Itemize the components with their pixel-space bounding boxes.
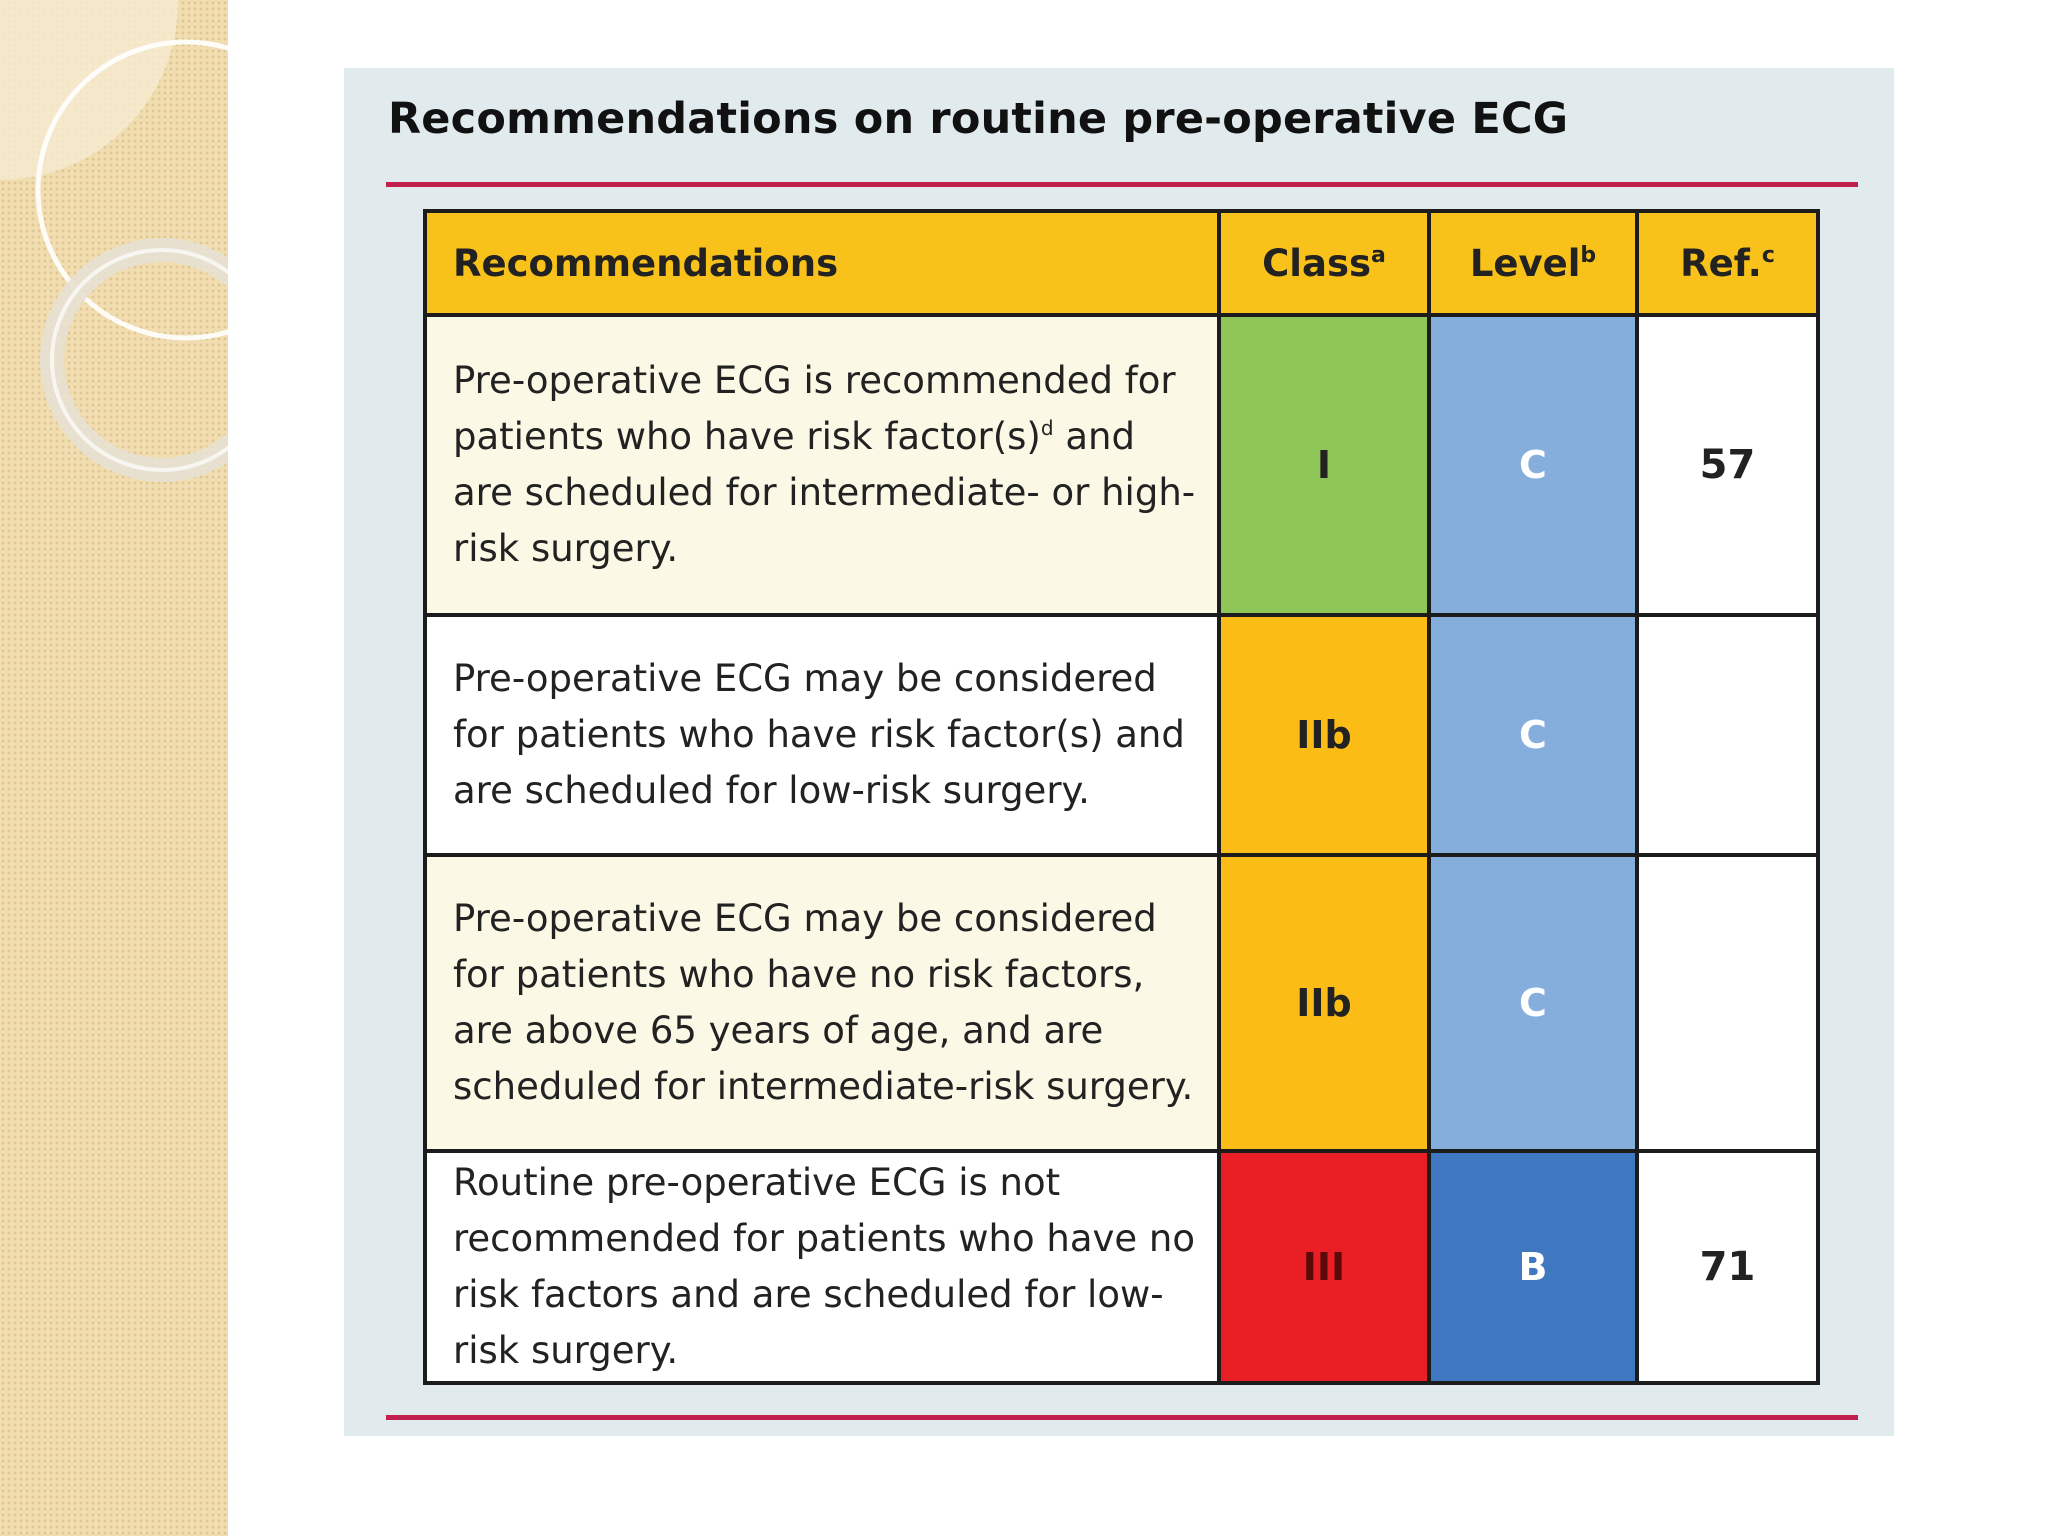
level-cell: C bbox=[1427, 613, 1639, 857]
class-cell: I bbox=[1217, 313, 1431, 617]
class-cell: IIb bbox=[1217, 853, 1431, 1153]
recommendation-text: Routine pre-operative ECG is not recomme… bbox=[423, 1149, 1221, 1385]
header-class: Classa bbox=[1217, 209, 1431, 317]
recommendations-figure: Recommendations on routine pre-operative… bbox=[344, 68, 1894, 1436]
recommendation-text: Pre-operative ECG may be considered for … bbox=[423, 853, 1221, 1153]
footnote-c: c bbox=[1761, 242, 1775, 268]
footnote-d: d bbox=[1040, 416, 1054, 440]
top-rule bbox=[386, 182, 1858, 187]
footnote-a: a bbox=[1371, 242, 1386, 268]
table-row: Pre-operative ECG is recommended for pat… bbox=[423, 313, 1820, 617]
figure-title: Recommendations on routine pre-operative… bbox=[388, 94, 1569, 144]
ref-cell bbox=[1635, 613, 1820, 857]
decorative-side-strip bbox=[0, 0, 228, 1536]
level-cell: C bbox=[1427, 313, 1639, 617]
recommendation-text: Pre-operative ECG may be considered for … bbox=[423, 613, 1221, 857]
level-cell: B bbox=[1427, 1149, 1639, 1385]
header-recommendations: Recommendations bbox=[423, 209, 1221, 317]
table-row: Pre-operative ECG may be considered for … bbox=[423, 853, 1820, 1153]
ref-cell bbox=[1635, 853, 1820, 1153]
recommendation-text: Pre-operative ECG is recommended for pat… bbox=[423, 313, 1221, 617]
table-header-row: Recommendations Classa Levelb Ref.c bbox=[423, 209, 1820, 317]
footnote-b: b bbox=[1580, 242, 1597, 268]
level-cell: C bbox=[1427, 853, 1639, 1153]
decorative-circles bbox=[0, 0, 228, 482]
header-ref: Ref.c bbox=[1635, 209, 1820, 317]
class-cell: III bbox=[1217, 1149, 1431, 1385]
bottom-rule bbox=[386, 1415, 1858, 1420]
table-row: Pre-operative ECG may be considered for … bbox=[423, 613, 1820, 857]
header-level: Levelb bbox=[1427, 209, 1639, 317]
ref-cell: 71 bbox=[1635, 1149, 1820, 1385]
class-cell: IIb bbox=[1217, 613, 1431, 857]
ref-cell: 57 bbox=[1635, 313, 1820, 617]
recommendations-table: Recommendations Classa Levelb Ref.c Pre-… bbox=[423, 209, 1820, 1385]
table-row: Routine pre-operative ECG is not recomme… bbox=[423, 1149, 1820, 1385]
